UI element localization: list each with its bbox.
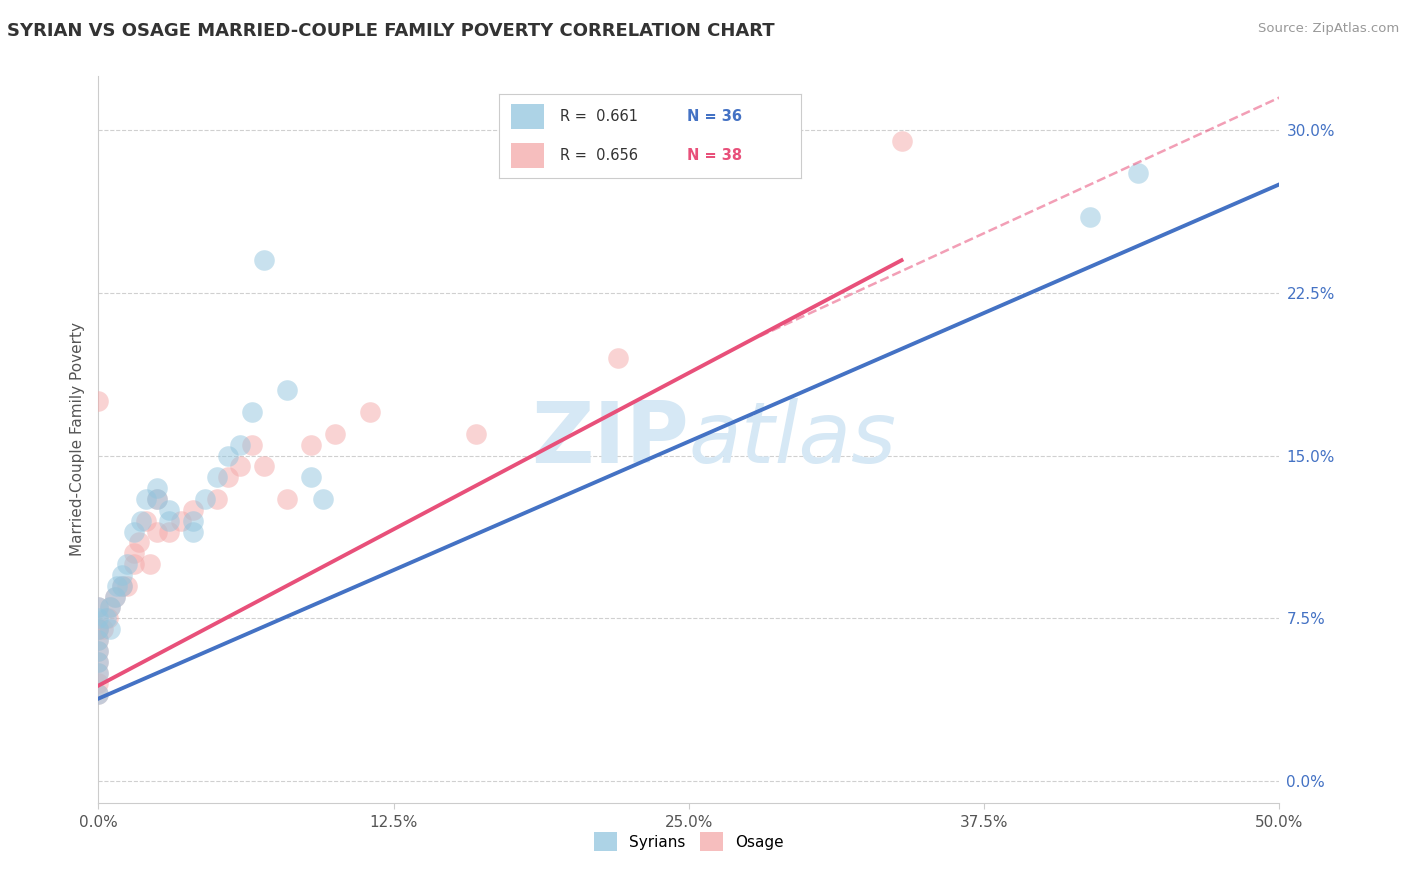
Point (181, 503, 204, 517)
Point (87, 655, 110, 669)
Point (139, 557, 162, 571)
Point (91, 622, 114, 636)
Point (229, 438, 252, 452)
Point (87, 687, 110, 701)
Point (87, 665, 110, 680)
Point (104, 590, 127, 604)
Point (111, 579, 134, 593)
Point (229, 459, 252, 474)
Point (607, 351, 630, 365)
Point (205, 491, 228, 506)
Point (299, 470, 322, 484)
Point (87, 687, 110, 701)
Text: SYRIAN VS OSAGE MARRIED-COUPLE FAMILY POVERTY CORRELATION CHART: SYRIAN VS OSAGE MARRIED-COUPLE FAMILY PO… (7, 22, 775, 40)
Point (128, 535, 150, 549)
Point (146, 481, 169, 495)
Point (299, 438, 322, 452)
Point (253, 459, 276, 474)
Point (122, 524, 145, 539)
Point (240, 405, 263, 419)
Point (181, 524, 204, 539)
Point (122, 546, 145, 560)
Point (87, 622, 110, 636)
Point (87, 600, 110, 615)
Point (122, 557, 145, 571)
Point (157, 514, 180, 528)
Point (87, 676, 110, 690)
Point (157, 503, 180, 517)
Point (890, 134, 912, 148)
Point (87, 622, 110, 636)
Point (87, 633, 110, 648)
Point (276, 491, 298, 506)
Point (98, 622, 121, 636)
Point (111, 579, 134, 593)
Point (97, 611, 120, 625)
Point (87, 622, 110, 636)
Point (87, 665, 110, 680)
Point (276, 384, 298, 398)
Point (98, 600, 121, 615)
Point (312, 491, 335, 506)
Text: N = 38: N = 38 (686, 148, 742, 163)
Point (115, 557, 138, 571)
Point (205, 470, 228, 484)
Text: R =  0.661: R = 0.661 (560, 109, 637, 124)
Point (98, 600, 121, 615)
Text: atlas: atlas (689, 398, 897, 481)
Point (146, 524, 169, 539)
Point (129, 514, 152, 528)
Text: N = 36: N = 36 (686, 109, 741, 124)
Point (240, 438, 263, 452)
Point (87, 611, 110, 625)
Point (87, 655, 110, 669)
Legend: Syrians, Osage: Syrians, Osage (588, 826, 790, 857)
Point (217, 470, 239, 484)
Point (359, 405, 381, 419)
Point (135, 491, 157, 506)
Point (1126, 166, 1149, 180)
Point (87, 633, 110, 648)
Point (87, 644, 110, 658)
Point (323, 426, 346, 441)
Point (87, 644, 110, 658)
Y-axis label: Married-Couple Family Poverty: Married-Couple Family Poverty (69, 322, 84, 557)
Point (146, 491, 169, 506)
Point (104, 590, 127, 604)
Point (105, 579, 128, 593)
Text: ZIP: ZIP (531, 398, 689, 481)
Point (194, 491, 217, 506)
Point (87, 394, 110, 409)
Point (170, 514, 193, 528)
Point (253, 253, 276, 268)
FancyBboxPatch shape (512, 143, 544, 169)
Point (465, 426, 488, 441)
Point (111, 568, 134, 582)
FancyBboxPatch shape (512, 103, 544, 129)
Point (87, 600, 110, 615)
Point (146, 491, 169, 506)
Point (157, 524, 180, 539)
Point (1080, 210, 1102, 224)
Point (94, 611, 117, 625)
Text: R =  0.656: R = 0.656 (560, 148, 637, 163)
Text: Source: ZipAtlas.com: Source: ZipAtlas.com (1258, 22, 1399, 36)
Point (181, 514, 204, 528)
Point (135, 514, 157, 528)
Point (217, 449, 239, 463)
Point (115, 579, 138, 593)
